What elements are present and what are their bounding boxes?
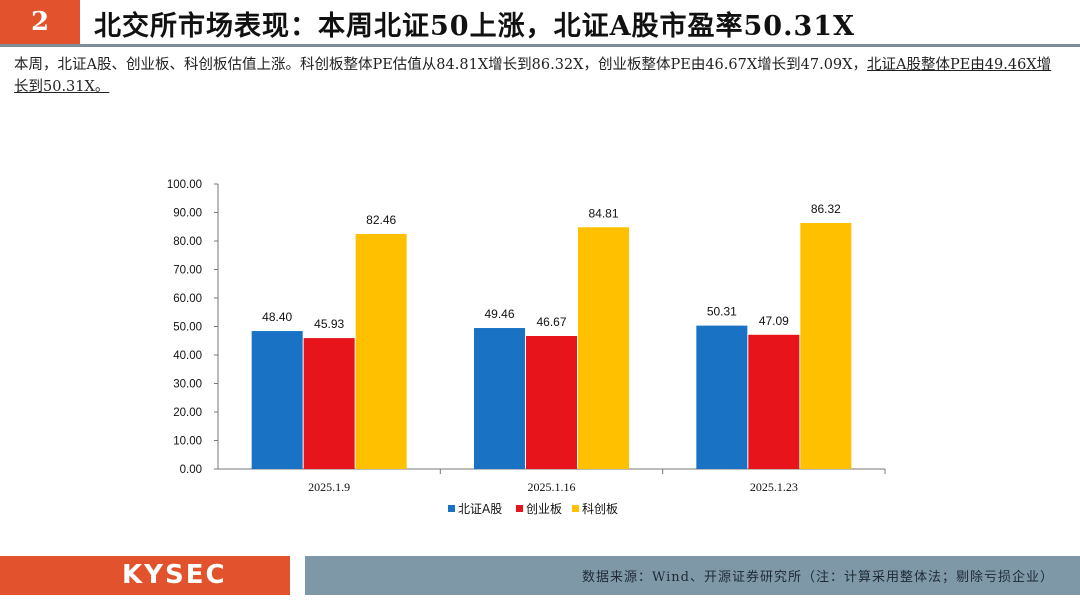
section-number: 2 [0, 0, 80, 44]
data-label: 47.09 [759, 314, 789, 328]
bar-0-1 [474, 328, 525, 469]
page-title: 北交所市场表现：本周北证50上涨，北证A股市盈率50.31X [94, 11, 856, 42]
bar-1-1 [526, 335, 577, 469]
legend-label: 创业板 [526, 502, 562, 516]
y-tick-label: 50.00 [173, 322, 202, 334]
summary-plain: 本周，北证A股、创业板、科创板估值上涨。科创板整体PE估值从84.81X增长到8… [14, 57, 867, 73]
legend-swatch-0 [448, 505, 455, 512]
bar-0-0 [251, 331, 303, 469]
x-tick-label: 2025.1.9 [308, 480, 350, 494]
y-tick-label: 20.00 [173, 407, 202, 419]
bar-2-1 [578, 227, 629, 469]
pe-bar-chart: 0.00 10.00 20.00 30.00 40.00 50.00 60.00 70.00 8… [167, 179, 886, 516]
y-tick-label: 40.00 [173, 350, 202, 362]
bar-2-2 [800, 222, 852, 469]
data-label: 82.46 [366, 213, 396, 227]
kysec-logo: KYSEC [122, 560, 227, 590]
data-label: 50.31 [707, 305, 737, 319]
bar-0-2 [696, 325, 748, 469]
data-label: 46.67 [536, 315, 566, 329]
y-tick-label: 80.00 [173, 236, 202, 248]
legend-swatch-1 [516, 505, 523, 512]
x-tick-label: 2025.1.16 [528, 480, 576, 494]
y-tick-label: 90.00 [173, 208, 202, 220]
y-tick-label: 60.00 [173, 293, 202, 305]
bar-1-2 [748, 334, 800, 469]
data-source: 数据来源：Wind、开源证券研究所（注：计算采用整体法；剔除亏损企业） [582, 570, 1054, 585]
header-divider [0, 44, 1080, 47]
legend-swatch-2 [572, 505, 579, 512]
data-label: 86.32 [811, 202, 841, 216]
data-label: 48.40 [262, 310, 292, 324]
logo-bar [0, 556, 290, 595]
x-tick-label: 2025.1.23 [750, 480, 798, 494]
y-tick-label: 100.00 [167, 179, 202, 191]
y-tick-label: 30.00 [173, 379, 202, 391]
data-label: 84.81 [588, 206, 618, 220]
bar-1-0 [303, 338, 355, 469]
source-bar [305, 556, 1080, 595]
slide-header: 2 北交所市场表现：本周北证50上涨，北证A股市盈率50.31X [0, 0, 1080, 44]
bar-2-0 [355, 233, 407, 469]
legend-label: 北证A股 [458, 502, 502, 516]
legend-label: 科创板 [582, 502, 618, 516]
y-tick-label: 0.00 [180, 464, 202, 476]
y-tick-label: 70.00 [173, 265, 202, 277]
summary-underlined: 北证A股整体PE由49.46X增长到50.31X。 [14, 57, 1052, 95]
summary-text: 本周，北证A股、创业板、科创板估值上涨。科创板整体PE估值从84.81X增长到8… [14, 54, 1054, 98]
data-label: 45.93 [314, 317, 344, 331]
y-tick-label: 10.00 [173, 436, 202, 448]
data-label: 49.46 [484, 307, 514, 321]
